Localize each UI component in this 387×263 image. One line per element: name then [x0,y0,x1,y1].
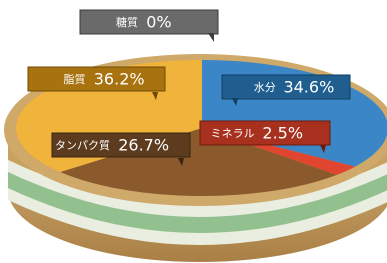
category-label: 脂質 [64,72,86,86]
callout: 糖質 0% [80,10,218,42]
value-label: 0% [146,13,171,32]
category-label: 糖質 [116,15,138,29]
category-label: タンパク質 [55,138,110,152]
value-label: 26.7% [118,136,169,155]
value-label: 34.6% [283,78,334,97]
value-label: 36.2% [94,70,145,89]
chart: 糖質 0% 水分 34.6% ミネラル 2.5% タンパク質 26.7% 脂質 36.2% [0,0,387,263]
category-label: 水分 [254,81,276,94]
value-label: 2.5% [262,124,303,143]
category-label: ミネラル [211,127,255,140]
